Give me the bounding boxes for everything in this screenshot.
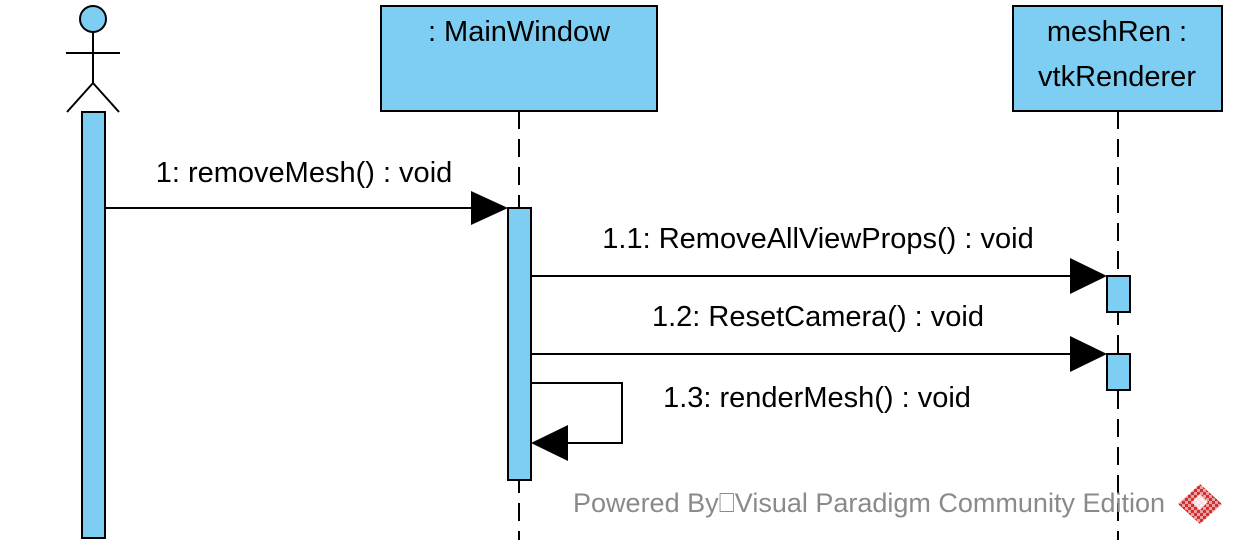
- message-remove-all-view-props-arrowhead: [1070, 258, 1107, 294]
- message-reset-camera-label: 1.2: ResetCamera() : void: [652, 301, 984, 333]
- lifeline-mainwindow[interactable]: : MainWindow: [380, 5, 658, 540]
- meshren-activation-bar-2: [1106, 353, 1131, 391]
- watermark: Powered By⎕Visual Paradigm Community Edi…: [573, 484, 1222, 524]
- message-render-mesh-label: 1.3: renderMesh() : void: [663, 382, 971, 414]
- actor[interactable]: [66, 5, 120, 113]
- message-render-mesh-arrowhead: [531, 425, 568, 461]
- message-remove-mesh-label: 1: removeMesh() : void: [156, 157, 453, 189]
- message-render-mesh-line: [531, 382, 623, 444]
- message-remove-all-view-props-label: 1.1: RemoveAllViewProps() : void: [602, 223, 1033, 255]
- lifeline-mainwindow-label: : MainWindow: [428, 16, 611, 48]
- message-reset-camera-arrowhead: [1070, 336, 1107, 372]
- message-reset-camera[interactable]: 1.2: ResetCamera() : void: [531, 301, 1107, 372]
- message-render-mesh[interactable]: 1.3: renderMesh() : void: [531, 382, 971, 461]
- mainwindow-activation-bar: [507, 207, 532, 481]
- message-remove-mesh[interactable]: 1: removeMesh() : void: [105, 157, 508, 225]
- actor-head: [79, 5, 107, 33]
- visual-paradigm-logo-icon: [1178, 484, 1222, 524]
- lifeline-meshren[interactable]: meshRen : vtkRenderer: [1012, 5, 1223, 540]
- message-remove-mesh-arrowhead: [471, 191, 508, 225]
- lifeline-meshren-header[interactable]: [1012, 5, 1223, 112]
- lifeline-meshren-label-line1: meshRen :: [1047, 16, 1187, 48]
- actor-right-leg: [92, 82, 120, 113]
- actor-left-leg: [66, 82, 94, 113]
- actor-activation-bar: [81, 111, 106, 539]
- lifeline-meshren-label-line2: vtkRenderer: [1038, 61, 1196, 93]
- lifeline-mainwindow-header[interactable]: [380, 5, 658, 112]
- meshren-activation-bar-1: [1106, 275, 1131, 313]
- message-remove-all-view-props[interactable]: 1.1: RemoveAllViewProps() : void: [531, 223, 1107, 294]
- watermark-text: Powered By⎕Visual Paradigm Community Edi…: [573, 488, 1165, 518]
